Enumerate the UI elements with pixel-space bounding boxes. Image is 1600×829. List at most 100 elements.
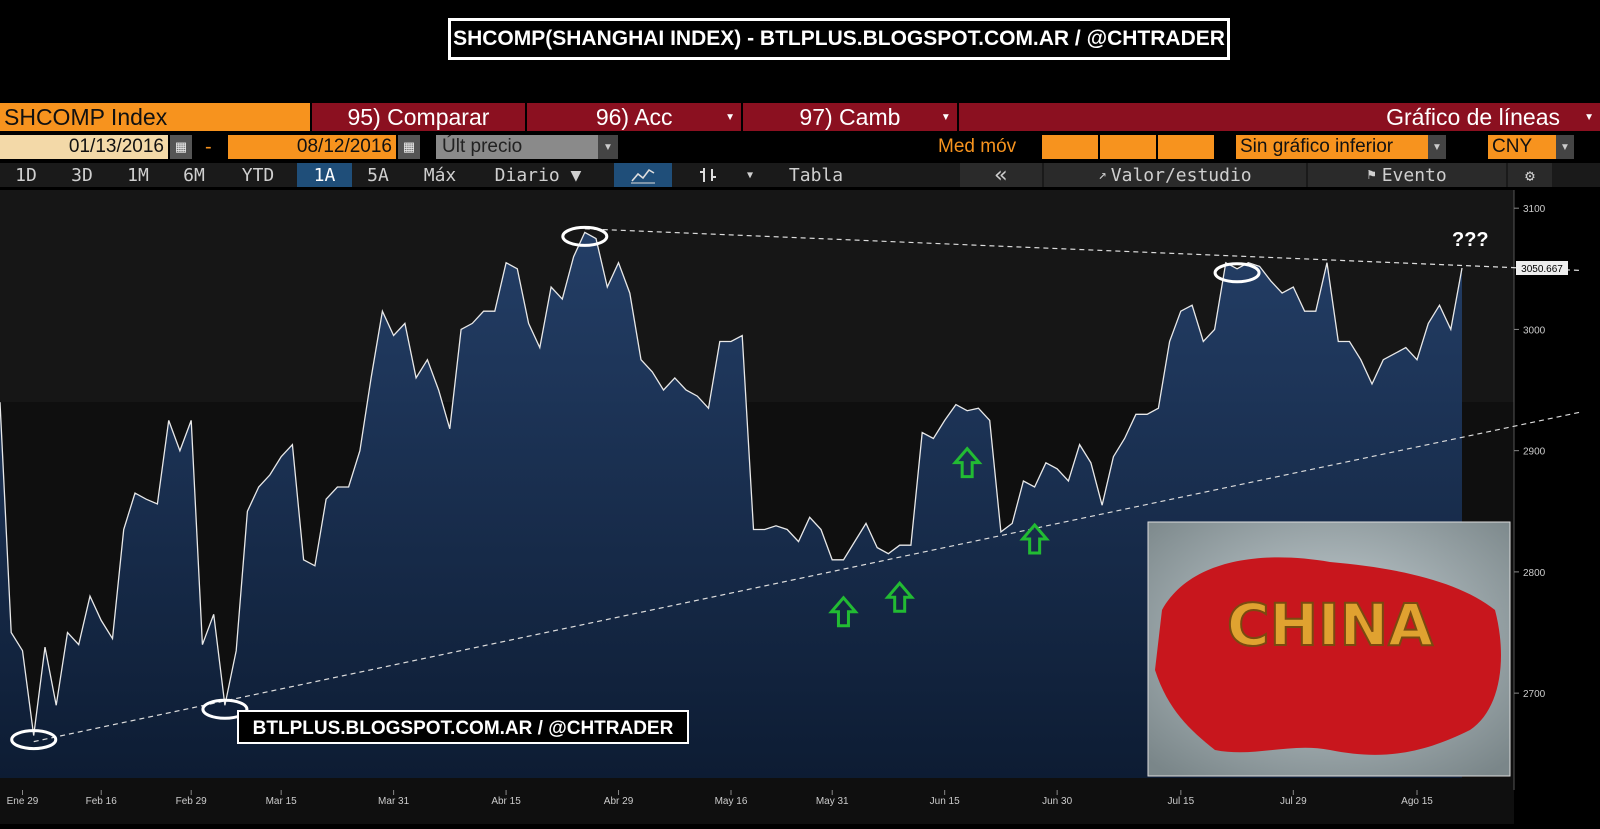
period-5a[interactable]: 5A bbox=[367, 164, 389, 186]
y-tick-label: 3100 bbox=[1523, 204, 1546, 215]
up-arrow-icon bbox=[1019, 522, 1050, 555]
lower-chart-label: Sin gráfico inferior bbox=[1240, 136, 1394, 157]
price-field-select[interactable]: Últ precio bbox=[436, 135, 598, 159]
dropdown-arrow-icon: ▼ bbox=[1584, 112, 1594, 123]
lower-chart-select[interactable]: Sin gráfico inferior bbox=[1236, 135, 1428, 159]
trendline bbox=[33, 411, 1582, 743]
compare-button[interactable]: 95) Comparar bbox=[311, 103, 526, 131]
last-value-label: 3050.667 bbox=[1521, 264, 1563, 275]
x-tick-label: Mar 31 bbox=[378, 796, 410, 807]
security-field[interactable]: SHCOMP Index bbox=[0, 103, 310, 131]
settings-button[interactable]: ⚙ bbox=[1508, 163, 1552, 187]
x-tick-label: Feb 29 bbox=[176, 796, 208, 807]
period-6m[interactable]: 6M bbox=[183, 164, 205, 186]
trendlines bbox=[33, 228, 1582, 743]
circle-marker bbox=[10, 729, 58, 751]
actions-label: 96) Acc bbox=[595, 103, 673, 130]
up-arrow-icon bbox=[828, 595, 859, 628]
flag-icon: ⚑ bbox=[1367, 167, 1376, 183]
value-study-button[interactable]: ↗ Valor/estudio bbox=[1044, 163, 1306, 187]
x-tick-label: Mar 15 bbox=[266, 796, 298, 807]
line-chart-icon bbox=[631, 168, 655, 184]
dropdown-arrow-icon: ▼ bbox=[940, 112, 951, 123]
actions-menu[interactable]: 96) Acc ▼ bbox=[527, 103, 742, 131]
period-3d[interactable]: 3D bbox=[71, 164, 93, 186]
dropdown-arrow-icon: ▼ bbox=[725, 112, 736, 123]
collapse-button[interactable]: « bbox=[960, 163, 1042, 188]
support-arrows bbox=[828, 446, 1050, 628]
x-tick-label: May 31 bbox=[816, 796, 849, 807]
y-tick-label: 2800 bbox=[1523, 568, 1546, 579]
start-date-value: 01/13/2016 bbox=[68, 136, 164, 157]
x-tick-label: Abr 29 bbox=[604, 796, 634, 807]
circled-points bbox=[10, 225, 1261, 751]
period-1d[interactable]: 1D bbox=[15, 164, 37, 186]
price-line bbox=[0, 231, 1463, 736]
currency-dropdown-icon[interactable]: ▼ bbox=[1556, 135, 1574, 159]
banner-title: SHCOMP(SHANGHAI INDEX) - BTLPLUS.BLOGSPO… bbox=[448, 18, 1230, 60]
circle-marker bbox=[201, 698, 249, 720]
last-value-marker: 3050.667 bbox=[1516, 260, 1568, 275]
start-date-calendar-icon[interactable]: ▦ bbox=[170, 135, 192, 159]
moving-average-field-1[interactable] bbox=[1042, 135, 1098, 159]
china-map-image: CHINA bbox=[1147, 521, 1511, 777]
x-tick-label: May 16 bbox=[715, 796, 748, 807]
event-label: Evento bbox=[1381, 164, 1447, 186]
x-axis: Ene 29 Feb 16 Feb 29 Mar 15 Mar 31 Abr 15 Abr … bbox=[7, 790, 1433, 807]
date-sep-text: - bbox=[205, 135, 212, 158]
x-tick-label: Ene 29 bbox=[7, 796, 39, 807]
period-ytd[interactable]: YTD bbox=[241, 164, 275, 186]
toolbar-row-1: SHCOMP Index 95) Comparar 96) Acc ▼ 97) … bbox=[0, 103, 1600, 131]
study-icon: ↗ bbox=[1098, 167, 1107, 183]
ohlc-bars-icon bbox=[700, 168, 716, 182]
up-arrow-icon bbox=[951, 446, 983, 479]
period-1a-active[interactable]: 1A bbox=[297, 163, 352, 187]
currency-label: CNY bbox=[1492, 136, 1533, 157]
x-tick-label: Jun 30 bbox=[1042, 796, 1072, 807]
currency-select[interactable]: CNY bbox=[1488, 135, 1556, 159]
end-date-calendar-icon[interactable]: ▦ bbox=[398, 135, 420, 159]
moving-avg-text: Med móv bbox=[938, 136, 1017, 157]
y-axis: 2700 2800 2900 3000 3100 bbox=[1514, 204, 1546, 700]
value-study-label: Valor/estudio bbox=[1110, 164, 1252, 186]
watermark-text: BTLPLUS.BLOGSPOT.COM.AR / @CHTRADER bbox=[253, 718, 674, 739]
frequency-select[interactable]: Diario ▼ bbox=[494, 164, 582, 186]
price-field-label: Últ precio bbox=[442, 136, 523, 157]
toolbar-row-2: 01/13/2016 ▦ - 08/12/2016 ▦ Últ precio ▼… bbox=[0, 135, 1600, 159]
chart-area: 2700 2800 2900 3000 3100 Ene 29 Feb 16 Feb 29 M… bbox=[0, 190, 1600, 824]
date-separator: - bbox=[205, 135, 221, 159]
change-menu[interactable]: 97) Camb ▼ bbox=[743, 103, 957, 131]
period-1m[interactable]: 1M bbox=[127, 164, 149, 186]
end-date-field[interactable]: 08/12/2016 bbox=[228, 135, 396, 159]
last-value-box bbox=[1516, 260, 1568, 275]
x-tick-label: Abr 15 bbox=[491, 796, 521, 807]
chart-type-menu[interactable]: Gráfico de líneas ▼ bbox=[958, 103, 1600, 131]
toolbar-row-3: 1D 3D 1M 6M YTD 1A 5A Máx Diario ▼ ▼ Tab… bbox=[0, 163, 1600, 188]
table-button[interactable]: Tabla bbox=[788, 164, 844, 186]
chart-style-dropdown-icon[interactable]: ▼ bbox=[746, 169, 754, 181]
moving-average-field-2[interactable] bbox=[1100, 135, 1156, 159]
watermark: BTLPLUS.BLOGSPOT.COM.AR / @CHTRADER bbox=[237, 710, 689, 744]
x-tick-label: Jul 15 bbox=[1168, 796, 1195, 807]
x-tick-label: Jul 29 bbox=[1280, 796, 1307, 807]
gear-icon: ⚙ bbox=[1525, 165, 1535, 185]
lower-chart-dropdown-icon[interactable]: ▼ bbox=[1428, 135, 1446, 159]
line-chart-button[interactable] bbox=[614, 163, 672, 187]
line-chart: 2700 2800 2900 3000 3100 Ene 29 Feb 16 Feb 29 M… bbox=[0, 190, 1582, 824]
question-marks: ??? bbox=[1452, 229, 1489, 251]
moving-average-field-3[interactable] bbox=[1158, 135, 1214, 159]
end-date-value: 08/12/2016 bbox=[296, 136, 392, 157]
china-image-text: CHINA bbox=[1227, 591, 1433, 659]
moving-average-label: Med móv bbox=[938, 135, 1038, 159]
change-label: 97) Camb bbox=[799, 103, 901, 130]
event-button[interactable]: ⚑ Evento bbox=[1308, 163, 1506, 187]
y-tick-label: 2700 bbox=[1523, 689, 1546, 700]
period-max[interactable]: Máx bbox=[423, 164, 457, 186]
compare-label: 95) Comparar bbox=[347, 103, 490, 130]
y-tick-label: 2900 bbox=[1523, 447, 1546, 458]
bar-chart-button[interactable] bbox=[690, 163, 726, 187]
trendline bbox=[584, 228, 1582, 272]
price-field-dropdown-icon[interactable]: ▼ bbox=[598, 135, 618, 159]
circle-marker bbox=[1213, 262, 1261, 284]
start-date-field[interactable]: 01/13/2016 bbox=[0, 135, 168, 159]
